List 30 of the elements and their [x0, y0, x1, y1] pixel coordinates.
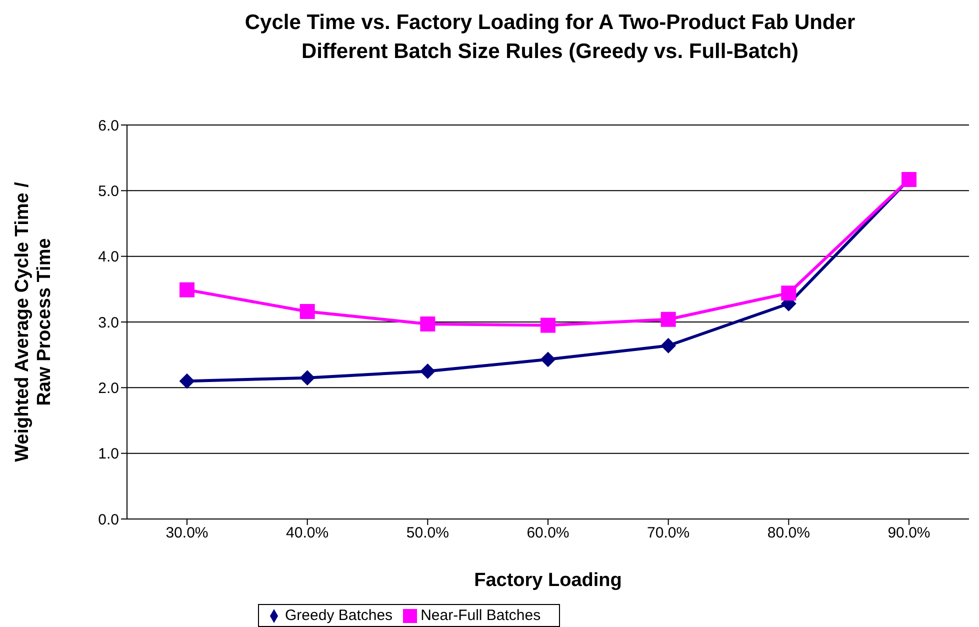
y-tick-label: 1.0: [98, 446, 119, 463]
point: [540, 318, 556, 333]
point: [420, 316, 436, 332]
point: [540, 352, 556, 367]
point: [180, 282, 194, 298]
x-tick-label: 40.0%: [286, 524, 329, 542]
x-axis-title: Factory Loading: [474, 570, 622, 591]
y-tick-label: 0.0: [98, 511, 119, 528]
x-tick-label: 90.0%: [888, 524, 930, 542]
point: [781, 286, 796, 301]
x-tick-label: 30.0%: [166, 524, 208, 542]
y-tick-label: 4.0: [98, 248, 119, 266]
point: [660, 312, 676, 327]
y-tick-label: 3.0: [98, 314, 119, 332]
y-tick-label: 5.0: [98, 182, 119, 200]
x-tick-label: 80.0%: [767, 524, 810, 542]
x-tick-label: 70.0%: [647, 524, 690, 542]
point: [180, 374, 194, 389]
point: [300, 370, 315, 386]
point: [300, 304, 315, 319]
legend-label: Near-Full Batches: [420, 607, 541, 624]
point: [660, 338, 676, 354]
y-tick-label: 2.0: [98, 380, 119, 397]
y-tick-label: 6.0: [98, 117, 119, 134]
x-tick-label: 50.0%: [406, 524, 449, 542]
x-tick-label: 60.0%: [526, 524, 570, 542]
point: [420, 364, 436, 379]
chart-title: Cycle Time vs. Factory Loading for A Two-Product Fab Under Different Batch Size Rules (Greedy vs. Full-Batch): [244, 10, 856, 65]
legend-label: Greedy Batches: [285, 607, 393, 624]
y-axis-title: Weighted Average Cycle Time / Raw Process Time: [12, 181, 55, 462]
